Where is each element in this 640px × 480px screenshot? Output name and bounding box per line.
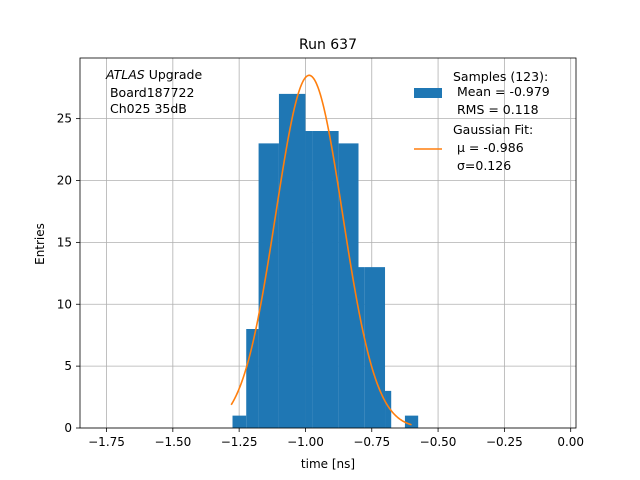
x-tick-label: −1.50 [154,435,191,449]
histogram-bar [258,143,279,428]
legend-samples-title: Samples (123): [453,69,548,84]
annotation-line-3: Ch025 35dB [106,101,187,116]
annotation-atlas: ATLAS [105,67,145,82]
histogram-bar [246,329,259,428]
x-axis-label: time [ns] [301,457,355,471]
legend-fit-title: Gaussian Fit: [453,122,533,137]
chart-title: Run 637 [299,37,357,53]
annotation-line-2: Board187722 [106,85,194,100]
y-axis-label: Entries [33,223,47,265]
legend-samples-mean: Mean = -0.979 [453,84,550,99]
legend: Samples (123): Mean = -0.979 RMS = 0.118… [414,69,550,173]
x-axis-ticks: −1.75 −1.50 −1.25 −1.00 −0.75 −0.50 −0.25 0.00 [88,428,584,449]
histogram-bar [312,131,339,428]
x-tick-label: −1.25 [221,435,258,449]
histogram-bars [232,93,419,428]
y-tick-label: 15 [57,235,72,249]
legend-samples-swatch [414,88,442,98]
y-tick-label: 0 [64,421,72,435]
y-tick-label: 25 [57,112,72,126]
histogram-bar [305,131,313,428]
x-tick-label: 0.00 [557,435,584,449]
gaussian-fit-line [230,74,412,426]
x-tick-label: −1.00 [287,435,324,449]
histogram-bar [385,390,392,428]
y-axis-ticks: 0 5 10 15 20 25 [57,112,80,435]
x-tick-label: −0.75 [353,435,390,449]
x-tick-label: −1.75 [88,435,125,449]
y-tick-label: 5 [64,359,72,373]
histogram-bar [404,415,419,428]
histogram-bar [278,93,306,428]
x-tick-label: −0.50 [420,435,457,449]
annotation-line-1: ATLAS Upgrade [105,67,202,82]
legend-fit-mu: μ = -0.986 [453,140,524,155]
histogram-bar [358,267,365,428]
x-tick-label: −0.25 [486,435,523,449]
annotation-upgrade: Upgrade [145,67,203,82]
axes-frame [79,57,577,429]
histogram-bar [364,267,386,428]
legend-fit-sigma: σ=0.126 [453,158,511,173]
histogram-bar [338,143,359,428]
y-tick-label: 20 [57,174,72,188]
legend-samples-rms: RMS = 0.118 [453,102,539,117]
gaussian-fit-curve [230,74,412,426]
histogram-bar [232,415,247,428]
atlas-annotation: ATLAS Upgrade Board187722 Ch025 35dB [105,67,202,116]
y-tick-label: 10 [57,297,72,311]
